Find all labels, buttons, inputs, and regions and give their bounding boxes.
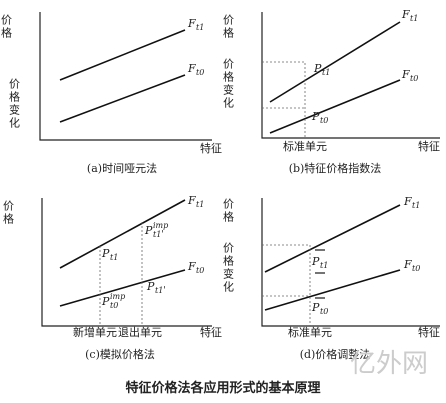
line-label: Ft1 xyxy=(403,195,420,210)
symbol-sub: t0 xyxy=(320,116,328,125)
line-label: Ft1 xyxy=(401,8,418,23)
guide xyxy=(99,222,143,326)
guides xyxy=(99,61,325,326)
symbol-main: P xyxy=(313,62,322,75)
symbol-sub: t1 xyxy=(320,261,328,270)
line xyxy=(269,21,401,103)
symbol-main: F xyxy=(187,17,196,30)
guide xyxy=(262,244,311,326)
symbol-main: F xyxy=(187,194,196,207)
panel-caption: (d)价格调整法 xyxy=(300,347,371,361)
symbol-main: P xyxy=(146,280,155,293)
symbol-suffix: ' xyxy=(161,230,163,240)
line-label: Ft1 xyxy=(187,17,204,32)
axis xyxy=(261,12,440,139)
point-label: Pimp t1' xyxy=(144,221,168,240)
line xyxy=(59,29,186,81)
y-axis-label: 价格 xyxy=(2,200,15,226)
y-axis-label: 价格 xyxy=(222,198,235,224)
guide xyxy=(262,61,306,138)
line-label: Ft0 xyxy=(187,62,204,77)
point-label: Pt0 xyxy=(311,110,328,125)
symbol-sup: imp xyxy=(110,292,125,301)
symbol-sub: t0 xyxy=(110,301,118,310)
lines xyxy=(59,21,401,311)
symbol-main: P xyxy=(311,110,320,123)
x-marker-label: 新增单元 xyxy=(73,325,117,339)
line-label: Ft0 xyxy=(403,258,420,273)
x-axis-label: 特征 xyxy=(418,325,440,339)
point-label: Pt1 xyxy=(101,247,118,262)
symbol-sub: t1 xyxy=(196,23,204,32)
point-label: Pt1' xyxy=(146,280,166,296)
x-marker-label: 标准单元 xyxy=(283,139,327,153)
x-marker-label: 标准单元 xyxy=(288,325,332,339)
y-axis-label: 价格 xyxy=(0,14,13,40)
symbol-main: P xyxy=(144,224,153,237)
line-label: Ft1 xyxy=(187,194,204,209)
x-axis-label: 特征 xyxy=(200,325,222,339)
symbol-main: F xyxy=(401,8,410,21)
symbol-main: F xyxy=(187,62,196,75)
point-label: Pt1 xyxy=(313,62,330,77)
symbol-main: F xyxy=(403,258,412,271)
symbol-sub: t0 xyxy=(196,68,204,77)
x-marker-label: 退出单元 xyxy=(118,325,162,339)
symbol-sub: t1 xyxy=(153,230,161,239)
panel-caption: (a)时间哑元法 xyxy=(87,161,157,175)
symbol-sub: t1 xyxy=(322,68,330,77)
symbol-sub: t0 xyxy=(196,266,204,275)
line xyxy=(59,74,186,123)
symbol-sup: imp xyxy=(153,221,168,230)
axis xyxy=(41,198,212,327)
point-label: Pt0 xyxy=(311,301,328,316)
point-label: Pimp t0 xyxy=(101,292,125,310)
symbol-main: P xyxy=(101,295,110,308)
symbol-main: P xyxy=(101,247,110,260)
y-change-label: 价格变化 xyxy=(222,242,235,294)
bracket xyxy=(315,249,325,299)
axis xyxy=(39,12,212,141)
y-change-label: 价格变化 xyxy=(8,78,21,130)
labels: 价格价格变化特征Ft1Ft0(a)时间哑元法价格价格变化特征Ft1Ft0Pt1P… xyxy=(0,8,440,361)
symbol-main: F xyxy=(187,260,196,273)
symbol-main: F xyxy=(403,195,412,208)
line xyxy=(264,269,401,311)
x-axis-label: 特征 xyxy=(200,141,222,155)
x-axis-label: 特征 xyxy=(418,139,440,153)
symbol-sub: t0 xyxy=(412,264,420,273)
panel-caption: (b)特征价格指数法 xyxy=(289,161,382,175)
symbol-main: P xyxy=(311,255,320,268)
symbol-sub: t1 xyxy=(155,286,163,295)
symbol-sub: t0 xyxy=(410,74,418,83)
y-change-label: 价格变化 xyxy=(222,58,235,110)
line-label: Ft0 xyxy=(401,68,418,83)
symbol-main: F xyxy=(401,68,410,81)
y-axis-label: 价格 xyxy=(222,14,235,40)
point-label: Pt1 xyxy=(311,255,328,270)
line xyxy=(59,199,186,269)
line xyxy=(269,79,401,134)
symbol-suffix: ' xyxy=(163,286,165,296)
watermark: 亿外网 xyxy=(350,349,428,379)
symbol-sub: t1 xyxy=(110,253,118,262)
symbol-sub: t1 xyxy=(412,201,420,210)
line-label: Ft0 xyxy=(187,260,204,275)
symbol-sub: t1 xyxy=(410,14,418,23)
axes xyxy=(39,12,440,327)
title: 特征价格法各应用形式的基本原理 xyxy=(125,380,320,396)
panel-caption: (c)模拟价格法 xyxy=(85,347,155,361)
symbol-sub: t1 xyxy=(196,200,204,209)
line xyxy=(264,204,401,273)
symbol-sub: t0 xyxy=(320,307,328,316)
line xyxy=(59,269,186,307)
axis xyxy=(261,198,440,327)
symbol-main: P xyxy=(311,301,320,314)
